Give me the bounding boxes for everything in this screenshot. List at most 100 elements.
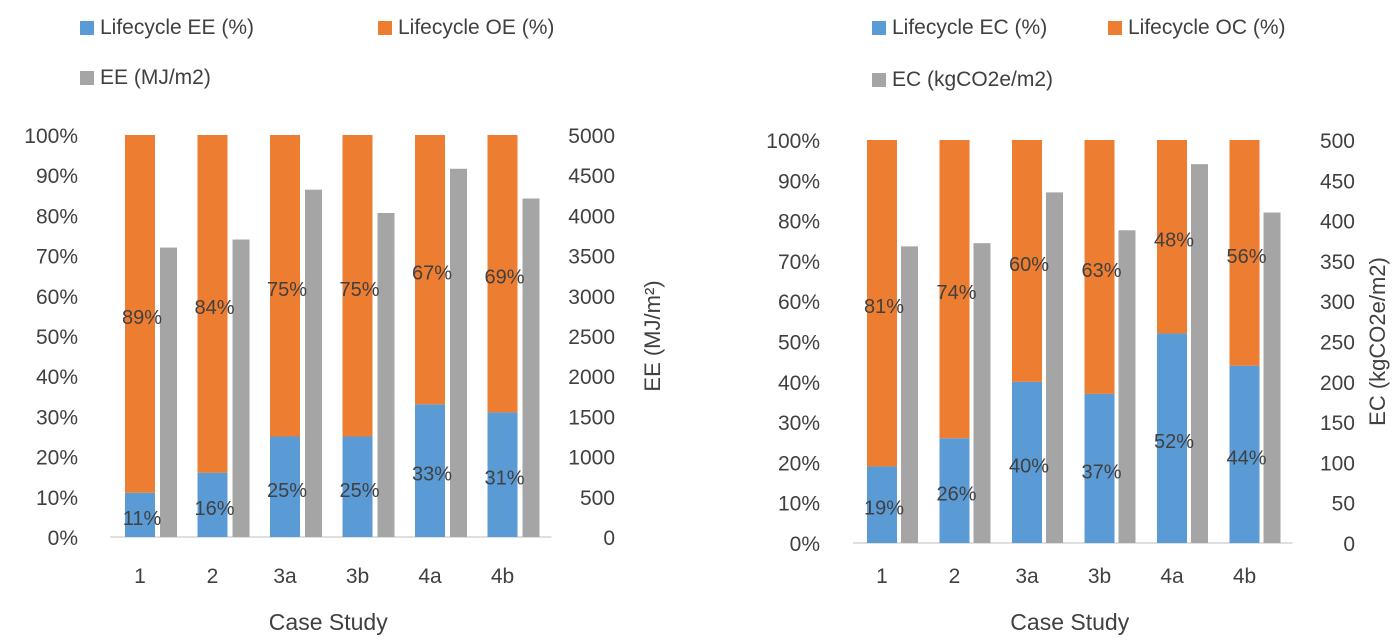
bar-embodied-3a [1012,381,1042,543]
y2-tick-label: 3500 [568,246,615,269]
bar-operational-4a [1157,140,1187,334]
legend-swatch-1 [378,21,392,35]
bar-embodied-1 [125,492,155,537]
y2-tick-label: 4000 [568,205,615,228]
x-axis-title: Case Study [1010,609,1129,635]
bar-operational-2 [197,135,228,473]
x-tick-label: 4b [1233,565,1256,588]
bar-embodied-4a [415,404,445,537]
x-tick-label: 4a [1160,565,1184,588]
data-label-embodied: 25% [339,480,379,502]
bar-absolute-2 [973,243,991,543]
legend-swatch-2 [872,73,886,87]
y-tick-label: 30% [778,412,820,435]
bar-embodied-1 [867,466,897,543]
data-label-embodied: 44% [1226,447,1266,469]
data-label-operational: 81% [864,296,904,318]
data-label-operational: 75% [267,279,307,301]
bar-absolute-3a [1046,192,1063,543]
data-label-embodied: 19% [864,498,904,520]
bar-operational-1 [125,135,155,493]
legend-swatch-2 [80,71,94,85]
legend-swatch-0 [872,21,886,35]
bar-absolute-4a [1191,164,1208,543]
y2-axis-title: EE (MJ/m²) [640,280,665,391]
y-tick-label: 0% [48,527,78,550]
x-tick-label: 1 [876,565,888,588]
legend-label-0: Lifecycle EE (%) [100,16,254,39]
x-tick-label: 2 [949,565,961,588]
bar-absolute-4b [1263,212,1281,544]
y2-axis-title: EC (kgCO2e/m2) [1365,257,1390,426]
legend-label-2: EC (kgCO2e/m2) [892,68,1053,91]
bar-embodied-4b [487,412,518,537]
bar-embodied-4b [1229,365,1260,543]
bar-embodied-4a [1157,333,1187,543]
y-tick-label: 90% [36,165,78,188]
bar-absolute-2 [232,239,250,537]
bar-absolute-1 [160,247,177,537]
y-tick-label: 90% [778,170,820,193]
x-tick-label: 2 [207,565,219,588]
bar-operational-3b [342,135,373,437]
bar-absolute-1 [901,246,918,543]
legend-label-0: Lifecycle EC (%) [892,16,1047,39]
x-tick-label: 3b [1088,565,1111,588]
y-tick-label: 100% [766,130,820,153]
y-tick-label: 10% [36,487,78,510]
bar-operational-1 [867,140,897,467]
data-label-embodied: 52% [1154,431,1194,453]
x-tick-label: 3a [273,565,297,588]
legend-swatch-0 [80,21,94,35]
y2-tick-label: 300 [1320,291,1355,314]
y2-tick-label: 1000 [568,447,615,470]
data-label-embodied: 16% [194,498,234,520]
bar-embodied-2 [197,472,228,537]
y-tick-label: 100% [24,125,78,148]
data-label-operational: 69% [484,267,524,289]
y2-tick-label: 150 [1320,412,1355,435]
y-tick-label: 70% [36,246,78,269]
y-tick-label: 70% [778,251,820,274]
x-tick-label: 3a [1015,565,1039,588]
x-tick-label: 3b [346,565,369,588]
data-label-operational: 74% [936,282,976,304]
y2-tick-label: 3000 [568,286,615,309]
x-tick-label: 4a [418,565,442,588]
bar-operational-3a [1012,140,1042,382]
data-label-embodied: 33% [412,464,452,486]
y-tick-label: 40% [36,366,78,389]
chart-embodied-carbon: Lifecycle EC (%) Lifecycle OC (%) EC (kgCO… [766,16,1390,635]
y2-tick-label: 0 [603,527,615,550]
y2-tick-label: 100 [1320,452,1355,475]
bar-operational-3a [270,135,300,437]
data-label-embodied: 31% [484,468,524,490]
bar-operational-4a [415,135,445,405]
y-tick-label: 60% [778,291,820,314]
bar-absolute-4b [522,198,540,538]
data-label-embodied: 25% [267,480,307,502]
y-tick-label: 50% [36,326,78,349]
y-tick-label: 50% [778,332,820,355]
legend-swatch-1 [1108,21,1122,35]
data-label-operational: 75% [339,279,379,301]
y-tick-label: 10% [778,493,820,516]
y-tick-label: 80% [36,205,78,228]
y-tick-label: 80% [778,211,820,234]
bar-embodied-3b [1084,393,1115,543]
y2-tick-label: 2000 [568,366,615,389]
y2-tick-label: 4500 [568,165,615,188]
bar-operational-4b [487,135,518,413]
y-tick-label: 0% [790,533,820,556]
bar-operational-4b [1229,140,1260,366]
bar-operational-2 [939,140,970,439]
x-tick-label: 1 [134,565,146,588]
y2-tick-label: 50 [1332,493,1355,516]
legend-label-2: EE (MJ/m2) [100,66,211,89]
y-tick-label: 40% [778,372,820,395]
chart-embodied-energy: Lifecycle EE (%) Lifecycle OE (%) EE (MJ/m… [24,16,665,635]
y2-tick-label: 400 [1320,211,1355,234]
bar-absolute-3b [377,212,395,537]
y2-tick-label: 500 [1320,130,1355,153]
x-axis-title: Case Study [269,609,388,635]
